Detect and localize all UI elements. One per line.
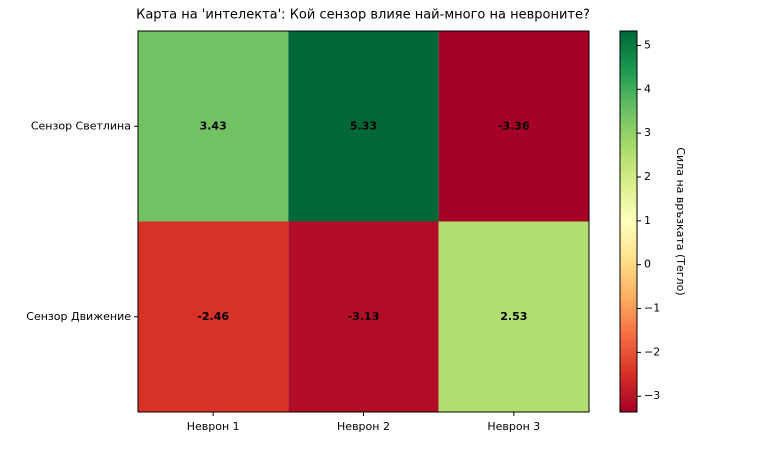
colorbar-tick-label: 2 (644, 170, 651, 183)
y-tick-label: Сензор Движение (26, 310, 131, 323)
x-tick-label: Неврон 3 (487, 420, 540, 433)
cell-label: 3.43 (200, 119, 227, 132)
heatmap-cell (438, 31, 589, 222)
cell-label: -2.46 (197, 310, 229, 323)
cell-label: -3.13 (348, 310, 380, 323)
colorbar-tick-label: 4 (644, 82, 651, 95)
cell-label: 5.33 (350, 119, 377, 132)
cell-label: -3.36 (498, 119, 530, 132)
y-tick-label: Сензор Светлина (31, 119, 131, 132)
cell-label: 2.53 (500, 310, 527, 323)
x-tick-label: Неврон 1 (187, 420, 240, 433)
colorbar-tick-label: 5 (644, 38, 651, 51)
colorbar (619, 30, 638, 413)
heatmap-cell (138, 31, 289, 222)
x-tick-label: Неврон 2 (337, 420, 390, 433)
heatmap-cell (138, 221, 289, 412)
colorbar-tick-label: −1 (644, 302, 660, 315)
colorbar-tick-label: 3 (644, 126, 651, 139)
colorbar-tick-label: −2 (644, 345, 660, 358)
chart-title: Карта на 'интелекта': Кой сензор влияе н… (136, 8, 590, 23)
heatmap-cell (288, 31, 439, 222)
heatmap-cell (288, 221, 439, 412)
colorbar-tick-label: −3 (644, 389, 660, 402)
colorbar-tick-label: 0 (644, 258, 651, 271)
colorbar-tick-label: 1 (644, 214, 651, 227)
colorbar-label: Сила на връзката (Тегло) (674, 147, 687, 295)
heatmap-cell (438, 221, 589, 412)
